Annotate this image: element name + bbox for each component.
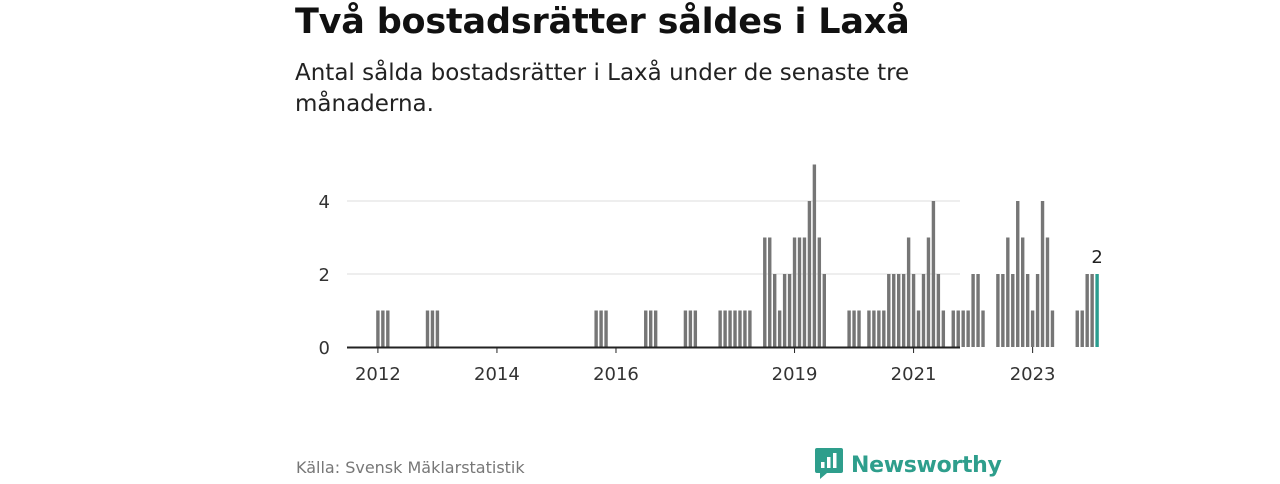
bar — [867, 310, 871, 347]
bar — [792, 237, 797, 347]
bar — [981, 310, 985, 347]
bar — [916, 310, 921, 347]
bar — [604, 310, 608, 347]
chart-title: Två bostadsrätter såldes i Laxå — [295, 2, 910, 42]
bar — [901, 274, 906, 347]
bar — [644, 310, 648, 347]
bar — [782, 274, 787, 347]
highlight-bar — [1095, 274, 1099, 347]
bar — [748, 310, 752, 347]
x-tick-label: 2019 — [772, 364, 818, 385]
bar — [847, 310, 851, 347]
bar — [971, 274, 975, 347]
bar — [1075, 310, 1079, 347]
data-label: 2 — [1091, 247, 1102, 268]
bar — [872, 310, 876, 347]
bar — [425, 310, 430, 347]
newsworthy-logo-icon — [814, 446, 844, 484]
x-tick-label: 2014 — [474, 364, 520, 385]
bar — [817, 237, 822, 347]
bar — [1085, 274, 1089, 347]
y-tick-label: 0 — [319, 338, 330, 359]
bar — [1040, 201, 1045, 347]
bar — [976, 274, 980, 347]
bar — [911, 274, 916, 347]
bar — [812, 164, 817, 347]
y-tick-label: 2 — [319, 265, 330, 286]
bar — [773, 274, 777, 347]
bar — [926, 237, 931, 347]
bar — [1090, 274, 1094, 347]
bar-chart: 0 2 4 2 2012 2014 2016 2019 2021 2023 — [319, 164, 1103, 385]
bar — [777, 310, 782, 347]
bar — [728, 310, 732, 347]
bar — [892, 274, 896, 347]
x-tick-label: 2021 — [891, 364, 937, 385]
bar — [941, 310, 946, 347]
bar — [887, 274, 891, 347]
bar — [882, 310, 886, 347]
bar — [852, 310, 856, 347]
bar — [996, 274, 1000, 347]
bar — [1021, 237, 1025, 347]
bar — [430, 310, 435, 347]
bar — [763, 237, 767, 347]
bar — [1035, 274, 1040, 347]
bar — [743, 310, 747, 347]
bar — [877, 310, 881, 347]
bar — [951, 310, 955, 347]
bar — [1006, 237, 1010, 347]
bar — [921, 274, 926, 347]
bar — [723, 310, 727, 347]
bar — [435, 310, 440, 347]
y-tick-label: 4 — [319, 192, 330, 213]
bar — [797, 237, 802, 347]
bar — [822, 274, 826, 347]
bar — [733, 310, 737, 347]
bar — [376, 310, 380, 347]
x-tick-label: 2012 — [355, 364, 401, 385]
brand-name: Newsworthy — [851, 452, 1002, 478]
bar — [961, 310, 965, 347]
bar — [1030, 310, 1035, 347]
bar — [693, 310, 698, 347]
bar — [807, 201, 812, 347]
bar — [802, 237, 807, 347]
source-note: Källa: Svensk Mäklarstatistik — [296, 458, 525, 477]
bar — [768, 237, 772, 347]
bar — [1045, 237, 1050, 347]
bar — [966, 310, 970, 347]
bar — [1001, 274, 1005, 347]
bar — [1050, 310, 1055, 347]
x-tick-label: 2016 — [593, 364, 639, 385]
bar — [956, 310, 960, 347]
bar — [688, 310, 693, 347]
bar — [857, 310, 861, 347]
bar — [787, 274, 792, 347]
bar — [738, 310, 742, 347]
x-tick-label: 2023 — [1010, 364, 1056, 385]
bar — [599, 310, 603, 347]
chart-subtitle: Antal sålda bostadsrätter i Laxå under d… — [295, 60, 910, 117]
bar — [386, 310, 390, 347]
bar — [1016, 201, 1020, 347]
bar — [718, 310, 722, 347]
bar — [1025, 274, 1030, 347]
bar — [906, 237, 911, 347]
bar — [381, 310, 385, 347]
bar — [936, 274, 941, 347]
bar — [931, 201, 936, 347]
bar — [683, 310, 688, 347]
brand-logo[interactable]: Newsworthy — [814, 446, 1002, 484]
bar — [1080, 310, 1084, 347]
bar — [594, 310, 598, 347]
bar — [653, 310, 658, 347]
bar — [649, 310, 653, 347]
bar — [1011, 274, 1015, 347]
bar — [897, 274, 901, 347]
